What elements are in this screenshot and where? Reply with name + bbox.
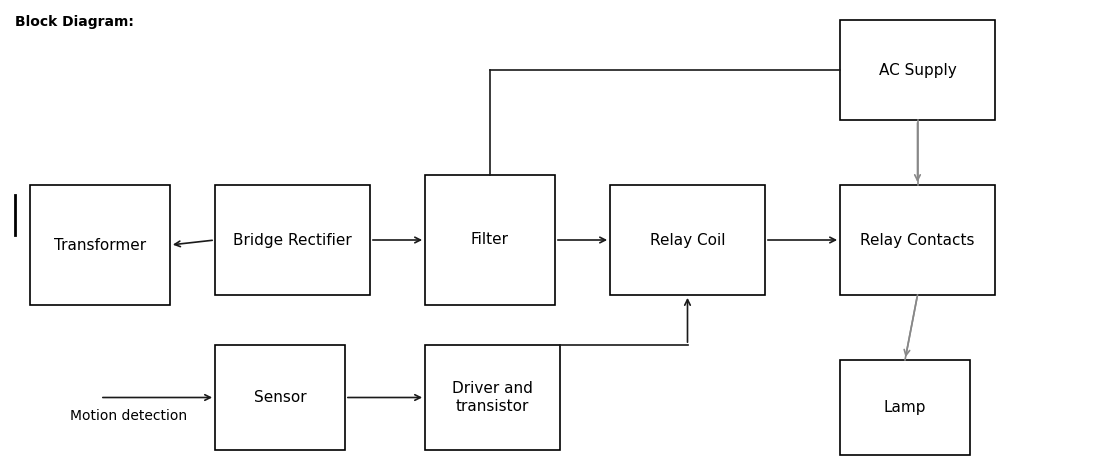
Text: Relay Contacts: Relay Contacts <box>861 233 975 248</box>
Text: Driver and
transistor: Driver and transistor <box>453 381 533 414</box>
Bar <box>840 20 995 120</box>
Bar <box>840 360 970 455</box>
Text: Bridge Rectifier: Bridge Rectifier <box>234 233 351 248</box>
Bar <box>30 185 170 305</box>
Bar <box>840 185 995 295</box>
Text: Block Diagram:: Block Diagram: <box>14 15 133 29</box>
Text: Motion detection: Motion detection <box>70 409 187 423</box>
Text: Transformer: Transformer <box>54 238 146 253</box>
Text: Sensor: Sensor <box>254 390 306 405</box>
Text: Relay Coil: Relay Coil <box>649 233 725 248</box>
Bar <box>215 345 345 450</box>
Bar <box>610 185 765 295</box>
Bar <box>425 175 555 305</box>
Text: AC Supply: AC Supply <box>878 63 956 78</box>
Bar <box>425 345 560 450</box>
Bar <box>215 185 370 295</box>
Text: Lamp: Lamp <box>884 400 926 415</box>
Text: Filter: Filter <box>471 233 509 248</box>
